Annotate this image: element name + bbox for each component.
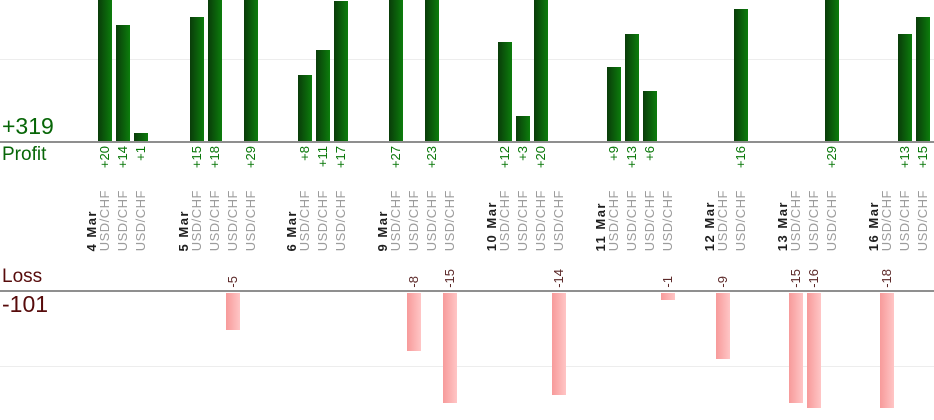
profit-bar — [208, 0, 222, 141]
symbol-label: USD/CHF — [897, 189, 912, 251]
loss-value-label: -18 — [879, 269, 894, 288]
profit-value-label: +17 — [333, 146, 348, 169]
symbol-label: USD/CHF — [424, 189, 439, 251]
loss-bar — [807, 293, 821, 408]
profit-value-label: +3 — [515, 146, 530, 161]
profit-bar — [898, 34, 912, 141]
profit-bar — [116, 25, 130, 141]
loss-axis-line — [0, 290, 934, 292]
loss-bar — [880, 293, 894, 408]
symbol-label: USD/CHF — [660, 189, 675, 251]
symbol-label: USD/CHF — [806, 189, 821, 251]
profit-bar — [244, 0, 258, 141]
profit-bar — [643, 91, 657, 141]
symbol-label: USD/CHF — [297, 189, 312, 251]
symbol-label: USD/CHF — [115, 189, 130, 251]
profit-value-label: +15 — [915, 146, 930, 169]
profit-value-label: +12 — [497, 146, 512, 169]
symbol-label: USD/CHF — [624, 189, 639, 251]
profit-value-label: +20 — [533, 146, 548, 169]
loss-bar — [443, 293, 457, 403]
profit-value-label: +15 — [189, 146, 204, 169]
loss-value-label: -1 — [660, 276, 675, 288]
profit-value-label: +14 — [115, 146, 130, 169]
symbol-label: USD/CHF — [606, 189, 621, 251]
profit-gridline — [0, 59, 934, 60]
loss-value-label: -15 — [442, 269, 457, 288]
symbol-label: USD/CHF — [879, 189, 894, 251]
profit-bar — [607, 67, 621, 141]
symbol-label: USD/CHF — [225, 189, 240, 251]
profit-bar — [134, 133, 148, 141]
profit-value-label: +9 — [606, 146, 621, 161]
profit-value-label: +11 — [315, 146, 330, 168]
symbol-label: USD/CHF — [515, 189, 530, 251]
symbol-label: USD/CHF — [824, 189, 839, 251]
profit-value-label: +18 — [207, 146, 222, 169]
profit-bar — [316, 50, 330, 141]
loss-bar — [407, 293, 421, 351]
loss-value-label: -8 — [406, 276, 421, 288]
profit-bar — [298, 75, 312, 141]
symbol-label: USD/CHF — [715, 189, 730, 251]
symbol-label: USD/CHF — [97, 189, 112, 251]
profit-value-label: +29 — [243, 146, 258, 169]
profit-bar — [825, 0, 839, 141]
loss-bar — [552, 293, 566, 395]
loss-value-label: -14 — [551, 269, 566, 288]
loss-value-label: -9 — [715, 276, 730, 288]
profit-value-label: +1 — [133, 146, 148, 161]
profit-bar — [190, 17, 204, 141]
profit-bar — [516, 116, 530, 141]
symbol-label: USD/CHF — [388, 189, 403, 251]
symbol-label: USD/CHF — [133, 189, 148, 251]
symbol-label: USD/CHF — [315, 189, 330, 251]
profit-bar — [625, 34, 639, 141]
profit-value-label: +29 — [824, 146, 839, 169]
symbol-label: USD/CHF — [207, 189, 222, 251]
symbol-label: USD/CHF — [497, 189, 512, 251]
profit-bar — [98, 0, 112, 141]
profit-bar — [389, 0, 403, 141]
symbol-label: USD/CHF — [733, 189, 748, 251]
symbol-label: USD/CHF — [533, 189, 548, 251]
loss-value-label: -16 — [806, 269, 821, 288]
profit-total-label: +319 — [2, 113, 54, 139]
symbol-label: USD/CHF — [551, 189, 566, 251]
loss-bar — [716, 293, 730, 359]
profit-value-label: +13 — [897, 146, 912, 169]
symbol-label: USD/CHF — [406, 189, 421, 251]
symbol-label: USD/CHF — [642, 189, 657, 251]
symbol-label: USD/CHF — [788, 189, 803, 251]
symbol-label: USD/CHF — [243, 189, 258, 251]
profit-value-label: +6 — [642, 146, 657, 161]
profit-value-label: +13 — [624, 146, 639, 169]
loss-bar — [789, 293, 803, 403]
symbol-label: USD/CHF — [189, 189, 204, 251]
symbol-label: USD/CHF — [915, 189, 930, 251]
symbol-label: USD/CHF — [333, 189, 348, 251]
profit-value-label: +20 — [97, 146, 112, 169]
profit-bar — [498, 42, 512, 141]
loss-value-label: -5 — [225, 276, 240, 288]
profit-axis-title: Profit — [2, 144, 47, 165]
loss-gridline — [0, 366, 934, 367]
profit-value-label: +27 — [388, 146, 403, 169]
loss-axis-title: Loss — [2, 266, 43, 287]
loss-bar — [661, 293, 675, 300]
profit-bar — [425, 0, 439, 141]
profit-bar — [916, 17, 930, 141]
profit-bar — [534, 0, 548, 141]
loss-value-label: -15 — [788, 269, 803, 288]
profit-bar — [334, 1, 348, 141]
symbol-label: USD/CHF — [442, 189, 457, 251]
loss-total-label: -101 — [2, 291, 49, 317]
profit-bar — [734, 9, 748, 141]
loss-bar — [226, 293, 240, 330]
profit-axis-line — [0, 141, 934, 143]
profit-value-label: +8 — [297, 146, 312, 161]
profit-value-label: +23 — [424, 146, 439, 169]
profit-value-label: +16 — [733, 146, 748, 169]
